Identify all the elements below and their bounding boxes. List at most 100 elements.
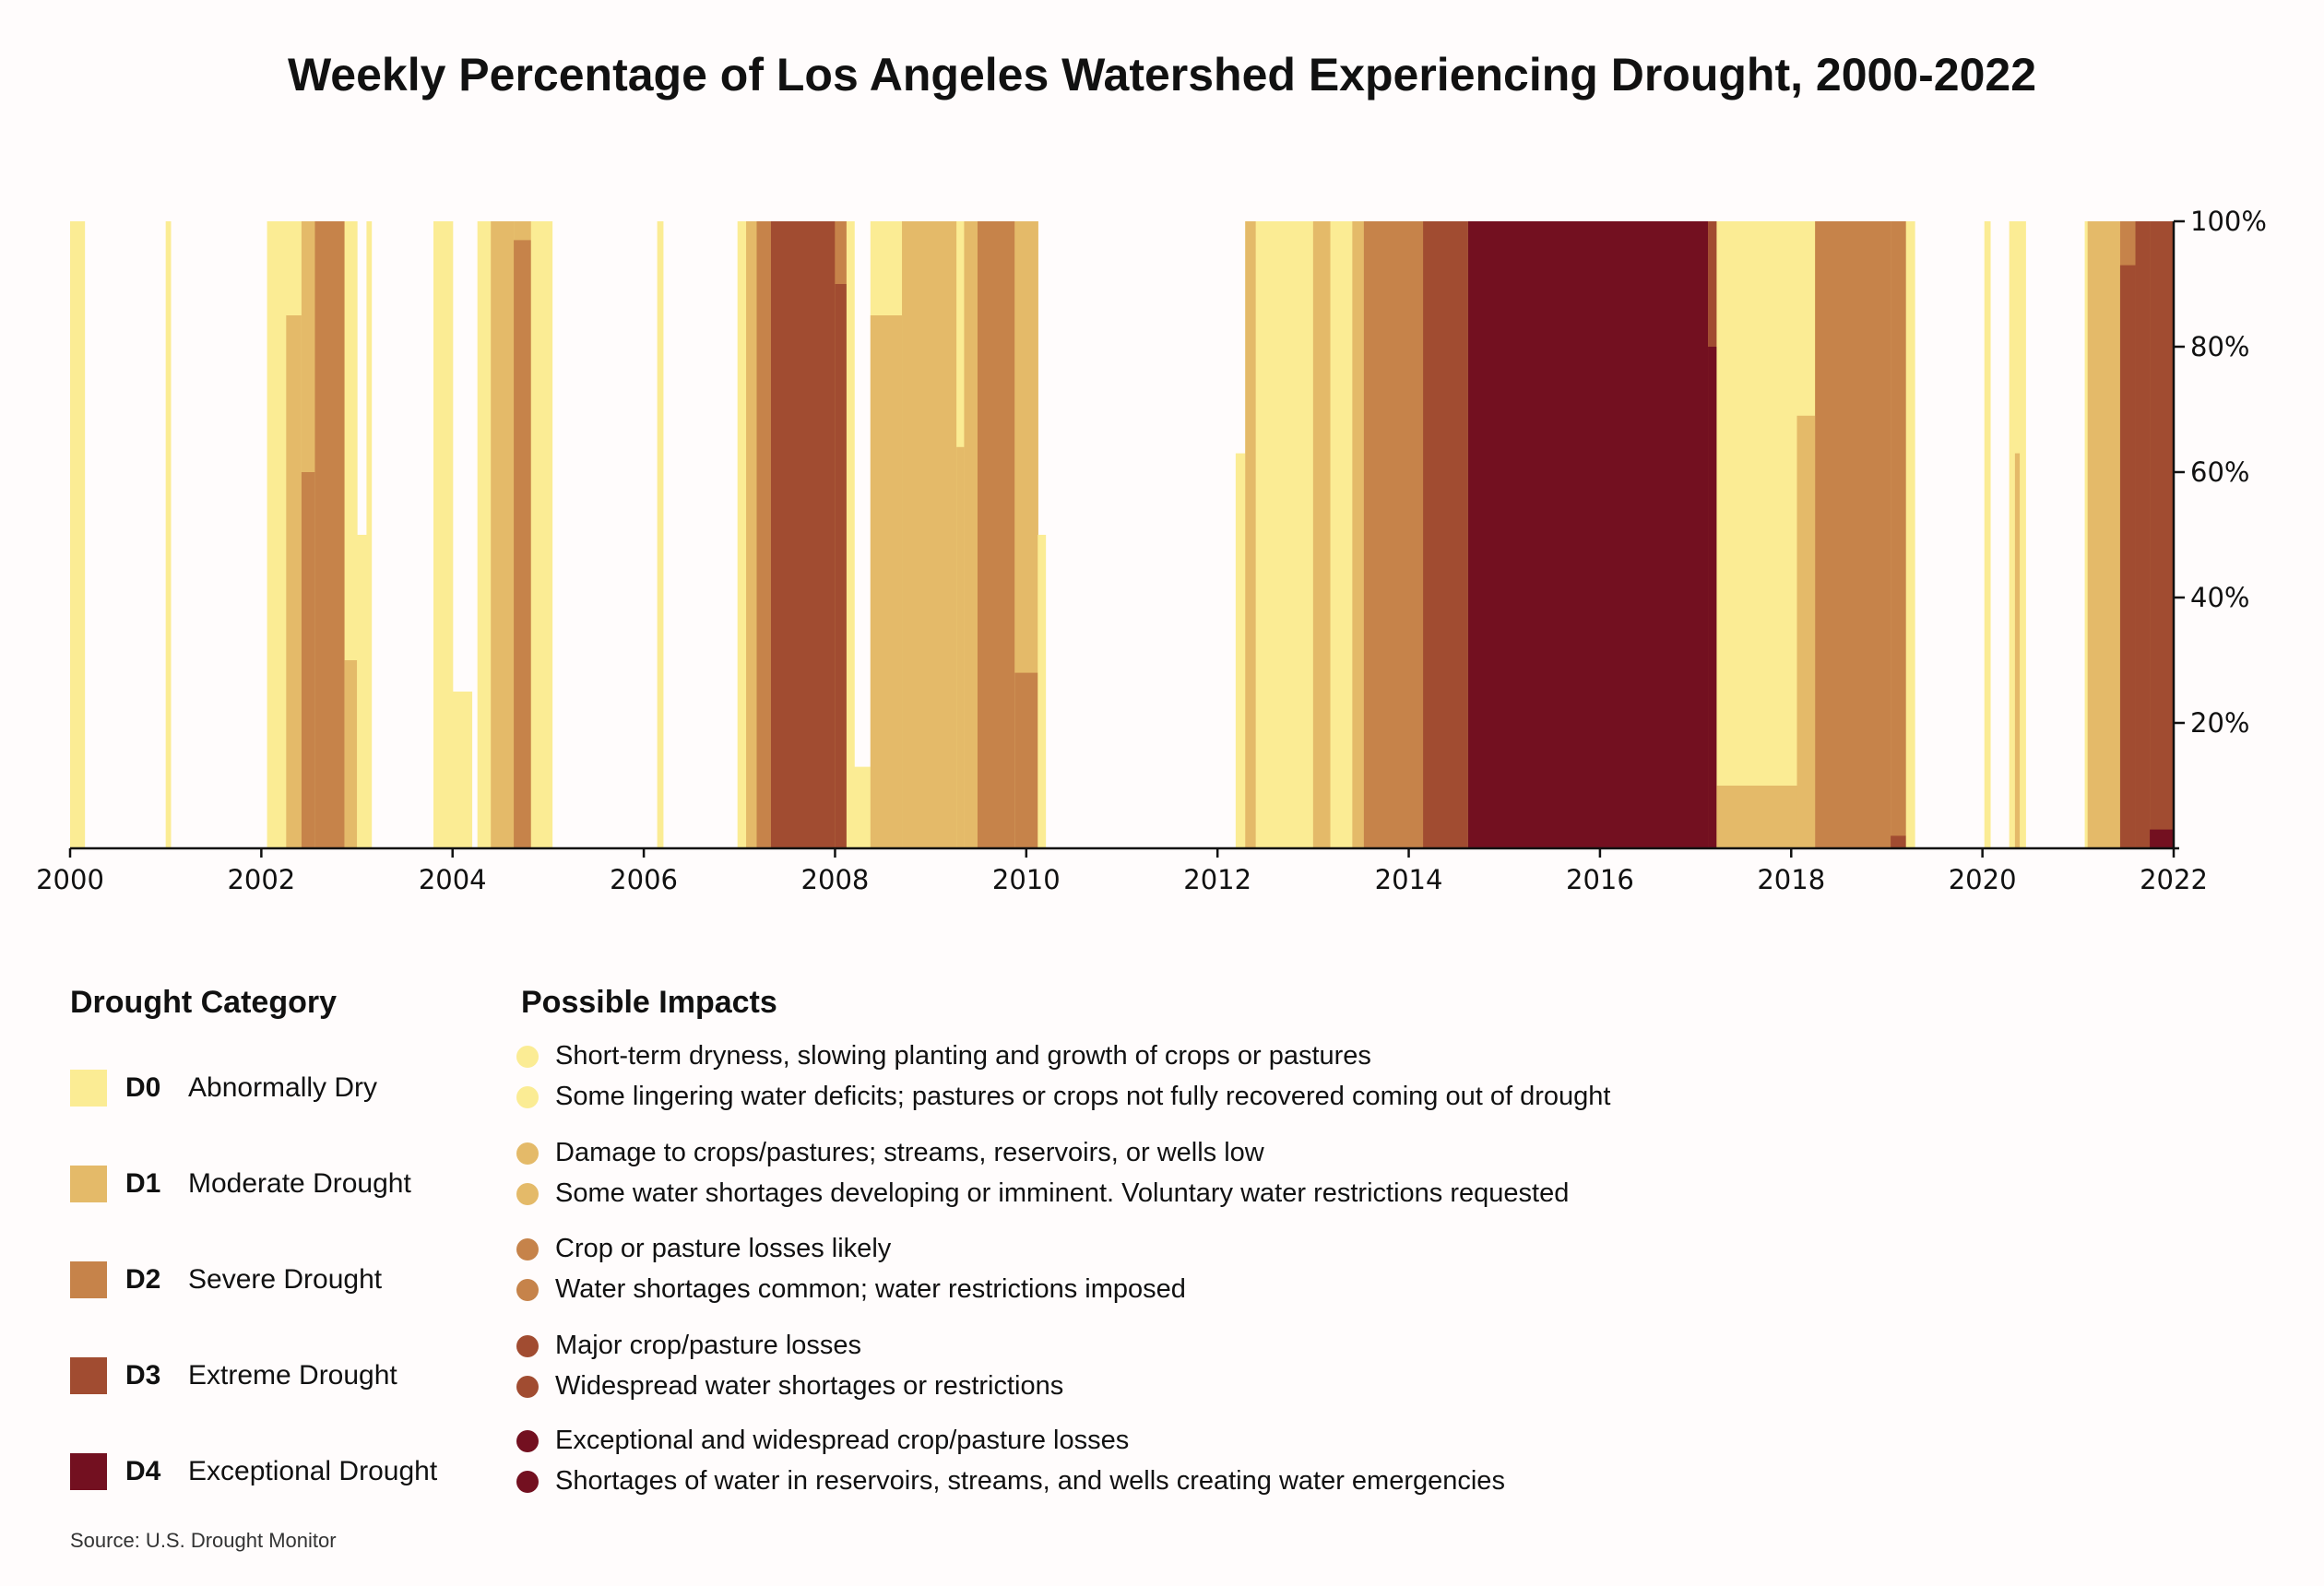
x-tick-label: 2022 [2140,864,2208,895]
area-d2-segment [314,221,346,848]
legend-label: Moderate Drought [188,1168,411,1199]
impact-item: Some water shortages developing or immin… [516,1178,1569,1209]
legend-item-d4: D4 Exceptional Drought [70,1453,437,1490]
legend-swatch [70,1166,107,1202]
legend-swatch [70,1261,107,1298]
bullet-dot-icon [516,1237,539,1261]
area-d0-segment [267,221,287,848]
x-tick-label: 2000 [36,864,104,895]
area-d1-segment [344,660,358,848]
x-tick-label: 2004 [419,864,487,895]
area-d3-segment [2150,221,2175,848]
area-d0-segment [854,766,872,848]
impact-item: Short-term dryness, slowing planting and… [516,1041,1371,1071]
area-d1-segment [2014,453,2021,848]
impact-text: Crop or pasture losses likely [555,1234,892,1263]
area-d0-segment [366,221,373,848]
impact-text: Short-term dryness, slowing planting and… [555,1041,1371,1071]
area-d0-segment [452,692,473,848]
legend-code: D0 [125,1072,161,1103]
area-d0-segment [1905,221,1915,848]
area-d2-segment [756,221,772,848]
impact-text: Widespread water shortages or restrictio… [555,1371,1064,1401]
legend-code: D4 [125,1456,161,1486]
area-d4-segment [1708,347,1718,848]
area-d3-segment [2119,265,2137,849]
impact-item: Crop or pasture losses likely [516,1234,891,1264]
area-d1-segment [1716,786,1798,848]
legend-swatch [70,1453,107,1490]
impact-text: Some water shortages developing or immin… [555,1178,1570,1208]
area-d0-segment [357,535,368,848]
impact-item: Water shortages common; water restrictio… [516,1274,1186,1305]
area-d2-segment [514,240,532,848]
legend-item-d1: D1 Moderate Drought [70,1166,411,1202]
area-d1-segment [1352,221,1365,848]
impact-text: Exceptional and widespread crop/pasture … [555,1426,1130,1455]
x-tick-label: 2010 [992,864,1061,895]
bullet-dot-icon [516,1085,539,1108]
x-tick-label: 2008 [801,864,870,895]
impact-text: Shortages of water in reservoirs, stream… [555,1466,1505,1496]
area-d0-segment [2009,221,2016,848]
bullet-dot-icon [516,1142,539,1165]
chart-marks [70,221,2175,849]
legend-label: Extreme Drought [188,1360,397,1391]
area-d0-segment [846,221,855,848]
impact-text: Damage to crops/pastures; streams, reser… [555,1138,1264,1167]
impact-item: Shortages of water in reservoirs, stream… [516,1466,1505,1497]
legend-code: D2 [125,1264,161,1295]
x-tick-label: 2016 [1566,864,1634,895]
area-d0-segment [2084,221,2089,848]
impact-item: Damage to crops/pastures; streams, reser… [516,1138,1264,1168]
area-d0-segment [2020,221,2026,848]
area-d0-segment [657,221,664,848]
x-tick-label: 2006 [610,864,678,895]
legend-impacts-heading: Possible Impacts [521,985,777,1020]
area-d3-segment [2135,221,2151,848]
area-d3-segment [835,284,848,848]
area-d0-segment [1038,535,1047,848]
impact-text: Major crop/pasture losses [555,1331,862,1360]
legend-label: Abnormally Dry [188,1072,378,1103]
area-d2-segment [1014,672,1038,848]
bullet-dot-icon [516,1045,539,1068]
y-tick-label: 40% [2190,582,2249,613]
area-d1-segment [902,221,957,848]
area-d1-segment [2087,221,2121,848]
bullet-dot-icon [516,1182,539,1205]
y-tick-label: 80% [2190,331,2249,362]
legend-code: D1 [125,1168,161,1199]
area-d0-segment [1716,221,1798,848]
bullet-dot-icon [516,1334,539,1357]
area-d1-segment [1796,415,1816,848]
bullet-dot-icon [516,1470,539,1493]
impact-item: Exceptional and widespread crop/pasture … [516,1426,1129,1456]
area-d3-segment [1423,221,1469,848]
area-d3-segment [1891,835,1907,848]
legend-item-d2: D2 Severe Drought [70,1261,382,1298]
area-d0-segment [1984,221,1991,848]
area-d2-segment [1363,221,1424,848]
area-d0-segment [433,221,454,848]
area-d0-segment [1235,453,1246,848]
chart-title: Weekly Percentage of Los Angeles Watersh… [288,49,2036,101]
impact-item: Major crop/pasture losses [516,1331,861,1361]
area-d0-segment [737,221,747,848]
area-d1-segment [956,446,966,848]
x-tick-label: 2020 [1949,864,2017,895]
legend-code: D3 [125,1360,161,1391]
area-d0-segment [1330,221,1353,848]
y-tick-label: 20% [2190,707,2249,739]
area-d2-segment [1891,221,1907,848]
area-d1-segment [746,221,758,848]
impact-item: Widespread water shortages or restrictio… [516,1371,1063,1402]
area-d1-segment [870,315,903,848]
impact-text: Water shortages common; water restrictio… [555,1274,1186,1304]
area-d3-segment [770,221,836,848]
area-d1-segment [964,221,978,848]
area-d2-segment [1815,221,1891,848]
x-tick-label: 2014 [1375,864,1443,895]
bullet-dot-icon [516,1429,539,1452]
legend-label: Severe Drought [188,1264,383,1295]
